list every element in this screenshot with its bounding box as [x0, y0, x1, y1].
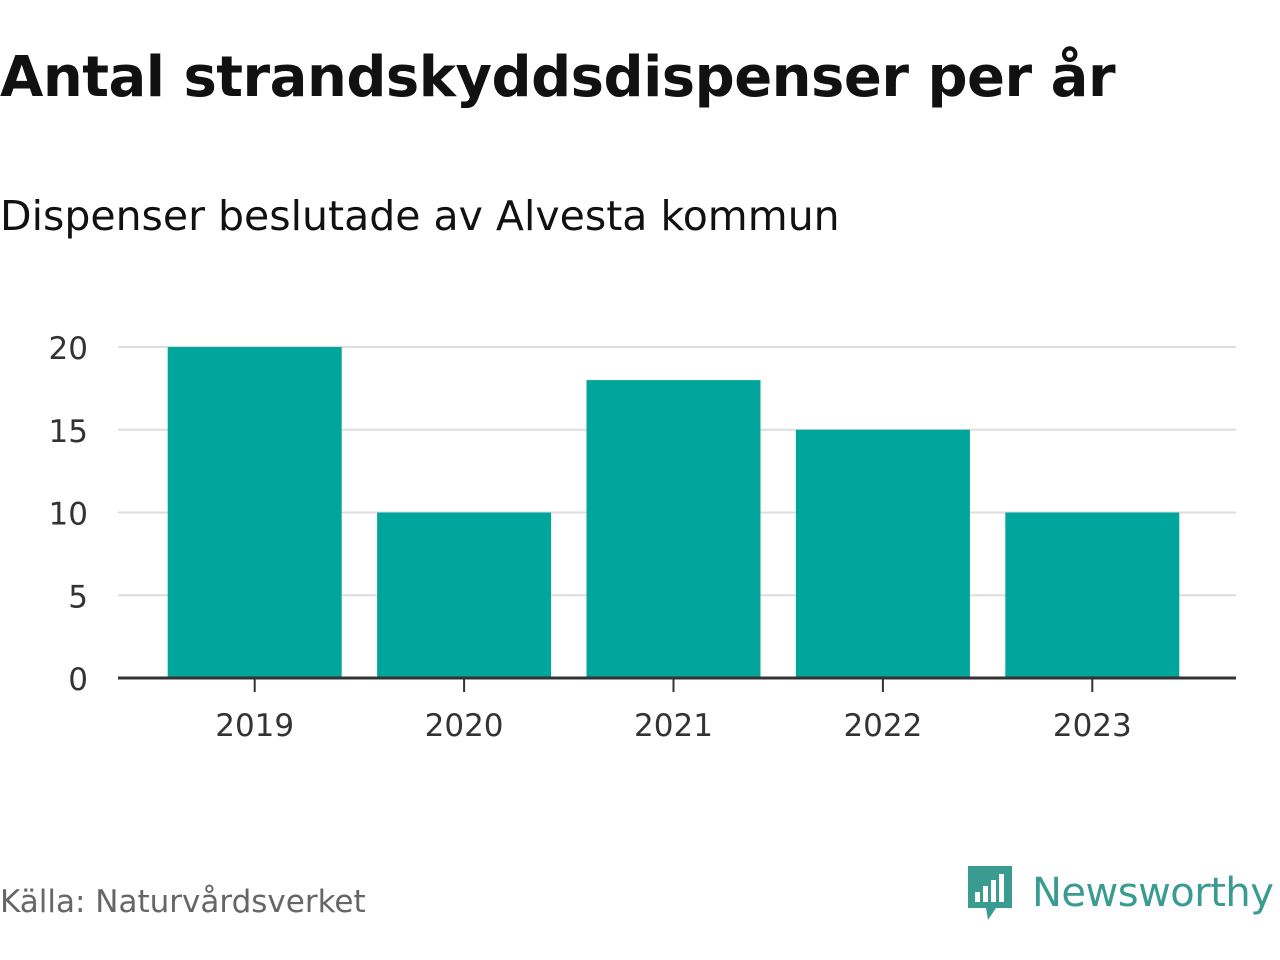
- bar-2020: [377, 512, 552, 678]
- source-note: Källa: Naturvårdsverket: [0, 884, 366, 920]
- y-tick-label: 10: [49, 497, 88, 533]
- chart-title: Antal strandskyddsdispenser per år: [0, 45, 1116, 110]
- y-tick-label: 0: [68, 662, 88, 698]
- x-tick-label: 2021: [634, 708, 713, 744]
- x-tick-label: 2019: [215, 708, 294, 744]
- chart-subtitle: Dispenser beslutade av Alvesta kommun: [0, 192, 840, 240]
- x-tick-label: 2022: [843, 708, 922, 744]
- x-tick-label: 2023: [1053, 708, 1132, 744]
- bar-2021: [586, 380, 761, 678]
- x-tick-label: 2020: [425, 708, 504, 744]
- axes: 0 5 10 15 20 2019 2020 2021 2022 2023: [49, 331, 1236, 744]
- y-tick-label: 20: [49, 331, 88, 367]
- bar-2023: [1005, 512, 1180, 678]
- y-tick-label: 15: [49, 414, 88, 450]
- bar-2019: [167, 347, 342, 678]
- brand-name: Newsworthy: [1032, 870, 1274, 916]
- bar-2022: [795, 429, 970, 678]
- y-tick-label: 5: [68, 579, 88, 615]
- bars: [167, 347, 1180, 678]
- newsworthy-logo-icon: [968, 866, 1012, 920]
- brand-logo: Newsworthy: [964, 862, 1274, 924]
